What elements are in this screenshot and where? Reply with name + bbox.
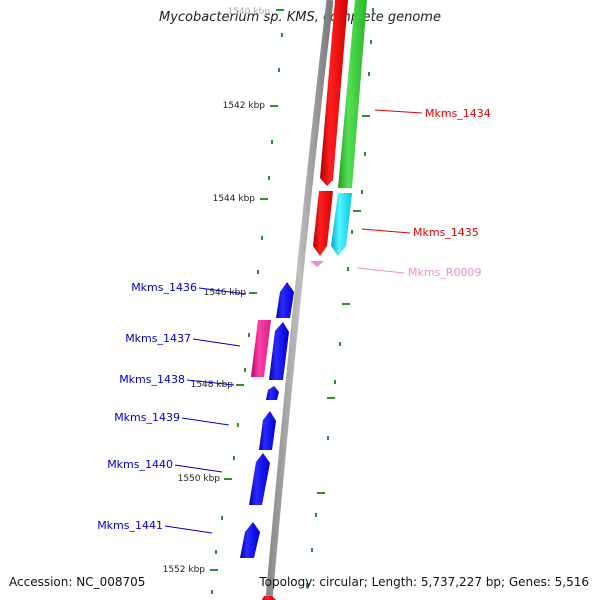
tick-label-1540: 1540 kbp xyxy=(228,7,271,17)
gene-arrow-mkms-1439[interactable] xyxy=(259,411,276,450)
inner-tick-ring xyxy=(210,9,284,594)
gene-arrow-mkms-1435-cyan[interactable] xyxy=(331,193,352,256)
gene-arrow-mkms-1441[interactable] xyxy=(240,522,260,558)
leader-mkms-1437 xyxy=(192,338,241,347)
gene-arrow-mkms-1440[interactable] xyxy=(249,453,270,505)
leader-mkms-1440 xyxy=(174,464,223,473)
gene-label-mkms-1437[interactable]: Mkms_1437 xyxy=(125,332,191,345)
topology-text: Topology: circular; Length: 5,737,227 bp… xyxy=(259,575,589,589)
gene-label-mkms-1434[interactable]: Mkms_1434 xyxy=(425,107,491,120)
leader-mkms-1438 xyxy=(186,379,235,386)
leader-mkms-1441 xyxy=(164,525,213,534)
tick-label-1546: 1546 kbp xyxy=(204,288,247,298)
leader-mkms-1434 xyxy=(374,109,423,114)
outer-tick-ring xyxy=(306,8,374,587)
backbone-highlight xyxy=(274,0,337,600)
map-title: Mycobacterium sp. KMS, complete genome xyxy=(159,10,441,25)
gene-label-mkms-1436[interactable]: Mkms_1436 xyxy=(131,281,197,294)
gene-arrow-mkms-r0009[interactable] xyxy=(310,261,324,267)
gene-label-mkms-1441[interactable]: Mkms_1441 xyxy=(97,519,163,532)
leader-mkms-1435 xyxy=(361,228,411,234)
gene-label-mkms-1438[interactable]: Mkms_1438 xyxy=(119,373,185,386)
gene-label-mkms-1439[interactable]: Mkms_1439 xyxy=(114,411,180,424)
leader-mkms-r0009 xyxy=(356,267,405,274)
tick-label-1552: 1552 kbp xyxy=(163,565,206,575)
gene-label-mkms-r0009[interactable]: Mkms_R0009 xyxy=(408,266,481,279)
tick-label-1542: 1542 kbp xyxy=(223,101,266,111)
gene-arrow-mkms-1438[interactable] xyxy=(266,386,279,400)
gene-arrow-mkms-1437-magenta[interactable] xyxy=(251,320,271,377)
backbone-ring xyxy=(265,0,334,600)
gene-arrow-mkms-1436[interactable] xyxy=(276,282,294,318)
gene-arrow-mkms-1435-red[interactable] xyxy=(313,191,333,256)
tick-label-1550: 1550 kbp xyxy=(178,474,221,484)
gene-arrow-bottom-red[interactable] xyxy=(262,596,276,600)
gene-label-mkms-1440[interactable]: Mkms_1440 xyxy=(107,458,173,471)
gene-arrow-mkms-1437[interactable] xyxy=(269,322,289,380)
gene-arrow-mkms-1434-red[interactable] xyxy=(320,0,348,186)
gene-arrow-mkms-1434-green[interactable] xyxy=(338,0,367,188)
leader-mkms-1439 xyxy=(181,417,230,426)
tick-label-1548: 1548 kbp xyxy=(191,380,234,390)
leader-mkms-1436 xyxy=(198,287,247,295)
tick-label-1544: 1544 kbp xyxy=(213,194,256,204)
gene-label-mkms-1435[interactable]: Mkms_1435 xyxy=(413,226,479,239)
accession-text: Accession: NC_008705 xyxy=(9,575,146,589)
